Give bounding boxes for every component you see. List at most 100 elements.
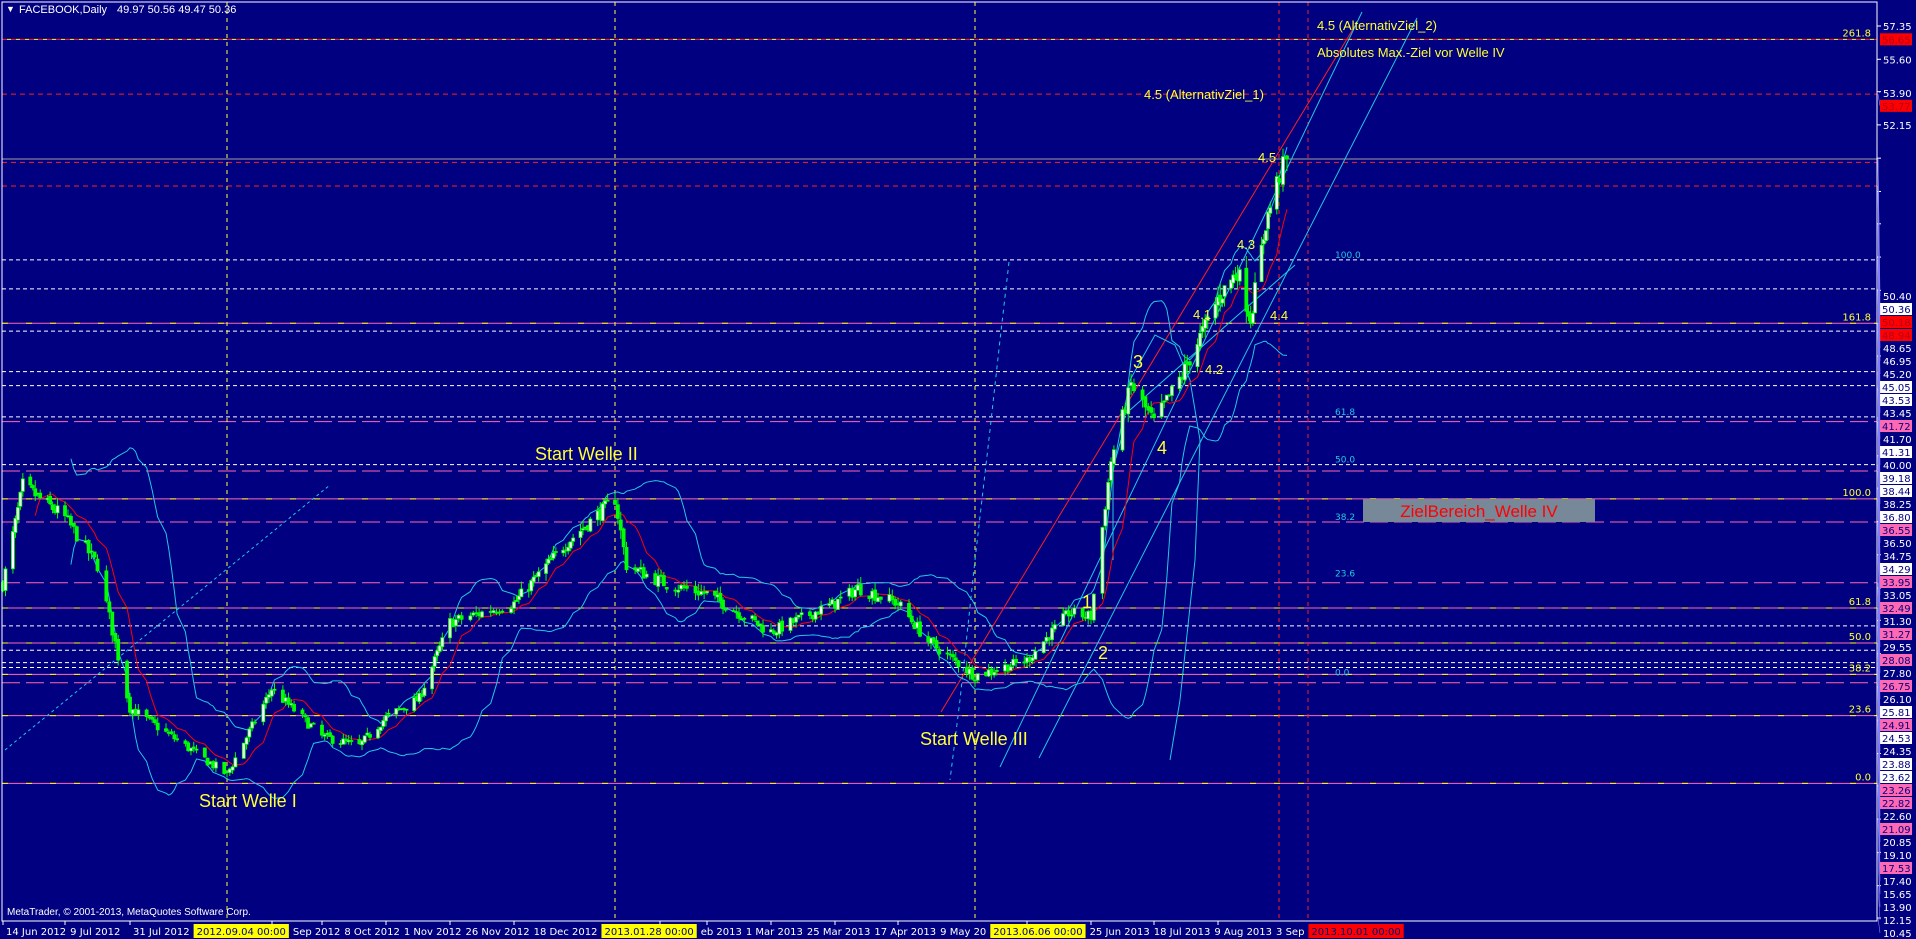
candle <box>172 730 177 742</box>
candle <box>286 692 291 708</box>
candle <box>322 732 327 741</box>
candle-body <box>422 687 427 696</box>
candle-body <box>1182 363 1187 381</box>
candle <box>918 615 922 638</box>
annotation-alt-target-2: 4.5 (AlternativZiel_2) <box>1317 18 1437 33</box>
candle <box>394 708 399 719</box>
candle-body <box>512 601 516 609</box>
price-tick-label: 46.95 <box>1883 357 1912 368</box>
candle-body <box>104 570 109 602</box>
candle-body <box>808 611 812 616</box>
candle-body <box>636 568 640 572</box>
price-tick-label: 10.45 <box>1883 929 1912 939</box>
menu-triangle-icon[interactable]: ▼ <box>6 4 15 14</box>
candle <box>571 533 576 546</box>
channel-upper <box>999 11 1363 768</box>
candle-body <box>459 615 464 620</box>
candle-body <box>308 723 313 728</box>
candle <box>1120 406 1125 453</box>
candle <box>1261 233 1266 255</box>
chart-symbol: FACEBOOK,Daily <box>19 4 108 16</box>
time-marker: 2012.09.04 00:00 <box>193 924 289 938</box>
candle-body <box>320 724 324 736</box>
candle-body <box>878 596 883 600</box>
candle-body <box>835 598 840 610</box>
candle-body <box>322 734 327 737</box>
candle <box>546 554 551 565</box>
price-label-leader <box>1877 785 1881 882</box>
candle-body <box>83 540 88 543</box>
candle-body <box>233 757 238 768</box>
price-tick-label: 13.90 <box>1883 903 1912 914</box>
candle-body <box>430 666 434 690</box>
candle <box>175 734 180 742</box>
candle <box>435 646 440 662</box>
time-axis[interactable]: 14 Jun 2012 9 Jul 2012 31 Jul 2012 Sep 2012… <box>2 920 1877 938</box>
candle-body <box>227 768 232 773</box>
candle <box>644 570 649 579</box>
price-label: 24.53 <box>1882 734 1911 745</box>
price-tick-label: 26.10 <box>1883 695 1912 706</box>
candle <box>788 616 793 634</box>
candle <box>328 729 332 738</box>
candle <box>509 605 513 614</box>
candle-body <box>605 499 610 502</box>
candle <box>241 742 246 759</box>
fibo-level-label: 50.0 <box>1849 632 1871 643</box>
candle-body <box>448 618 452 639</box>
candle <box>531 570 536 587</box>
channel-inner <box>1129 264 1296 411</box>
price-label-leader <box>1877 290 1881 414</box>
candle <box>661 571 666 587</box>
candle <box>713 590 717 600</box>
candle <box>578 523 583 546</box>
candle <box>432 653 437 672</box>
candle <box>1274 172 1279 215</box>
candle-body <box>341 738 346 745</box>
price-label: 43.53 <box>1882 396 1911 407</box>
candle-body <box>531 576 536 583</box>
candle-body <box>827 603 832 606</box>
candle-body <box>931 637 936 642</box>
candle-body <box>55 505 60 514</box>
annotations: Start Welle I Start Welle II Start Welle… <box>199 18 1505 811</box>
time-marker: 2013.06.06 00:00 <box>990 924 1086 938</box>
candle <box>721 597 725 615</box>
time-tick-label: 9 Aug 2013 <box>1214 927 1272 938</box>
candle-body <box>1268 207 1273 214</box>
level-41.72: 161.8 <box>2 312 1877 324</box>
price-label: 36.80 <box>1882 513 1911 524</box>
candle-body <box>1159 402 1164 418</box>
candle <box>1203 314 1208 338</box>
candle-body <box>1149 407 1154 413</box>
fibo-level-label: 61.8 <box>1849 597 1871 608</box>
candle-body <box>1285 155 1289 160</box>
candle-body <box>66 515 70 518</box>
price-label-box <box>1880 303 1912 315</box>
candle-body <box>250 721 255 729</box>
candle-body <box>1120 409 1125 451</box>
candle-body <box>661 575 666 587</box>
candle-body <box>553 551 558 553</box>
candle-body <box>858 584 863 596</box>
candle-body <box>164 728 168 732</box>
candle-body <box>1100 527 1105 594</box>
price-axis[interactable]: 57.35 56.65 55.60 53.90 53.77 52.15 50.40 50.36… <box>1877 22 1912 939</box>
candle-body <box>38 492 43 499</box>
candle-body <box>1244 267 1249 312</box>
price-label: 41.72 <box>1882 422 1911 433</box>
candle-body <box>292 704 296 712</box>
price-label: 33.95 <box>1882 578 1911 589</box>
candle <box>272 683 277 695</box>
candle <box>621 527 626 555</box>
candle-body <box>1222 285 1227 297</box>
candle <box>417 689 422 705</box>
candle-body <box>1022 661 1027 664</box>
price-label-box <box>1880 329 1912 341</box>
candle <box>931 636 936 645</box>
candle <box>641 563 646 579</box>
price-tick-label: 40.00 <box>1883 461 1912 472</box>
candle-body <box>1170 385 1174 396</box>
candle <box>214 758 218 773</box>
